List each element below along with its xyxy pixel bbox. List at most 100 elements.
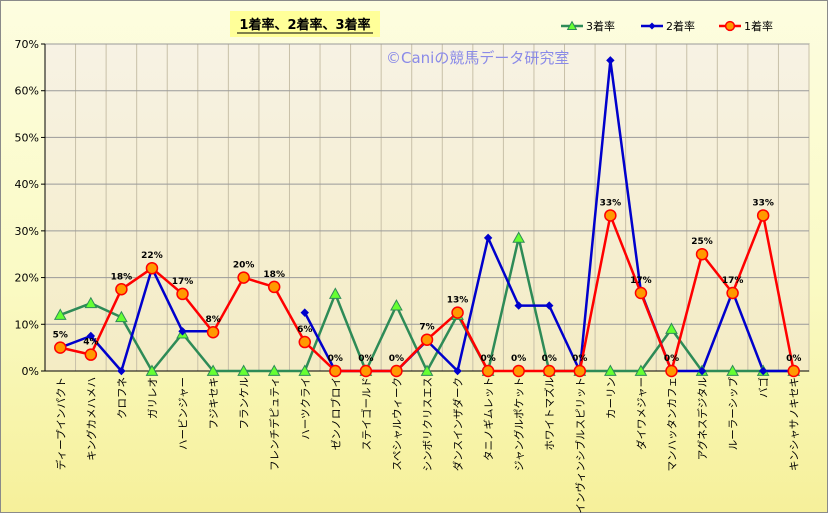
circle-marker bbox=[512, 364, 525, 378]
triangle-marker bbox=[726, 364, 739, 376]
circle-marker bbox=[573, 364, 587, 378]
x-category-label: ルーラーシップ bbox=[728, 377, 740, 451]
triangle-marker bbox=[665, 322, 678, 334]
data-label: 33% bbox=[752, 198, 774, 208]
data-label: 4% bbox=[83, 338, 98, 348]
triangle-marker bbox=[206, 364, 220, 376]
data-label: 5% bbox=[53, 331, 68, 341]
series-markers bbox=[53, 56, 801, 378]
x-category-label: ホワイトマズル bbox=[543, 377, 556, 451]
data-label: 0% bbox=[786, 354, 801, 364]
circle-marker bbox=[756, 209, 770, 222]
circle-marker bbox=[787, 364, 800, 378]
data-label: 18% bbox=[263, 270, 285, 280]
triangle-marker bbox=[512, 231, 526, 243]
circle-marker bbox=[481, 364, 495, 378]
circle-marker bbox=[298, 335, 312, 349]
x-category-label: キングカメハメハ bbox=[85, 377, 98, 461]
circle-marker bbox=[145, 261, 159, 275]
circle-marker bbox=[420, 333, 434, 346]
data-label: 0% bbox=[389, 354, 404, 364]
data-label: 6% bbox=[297, 325, 312, 335]
data-label: 7% bbox=[419, 323, 434, 333]
data-label: 20% bbox=[233, 261, 255, 271]
x-category-label: ハービンジャー bbox=[178, 377, 190, 450]
triangle-marker bbox=[328, 287, 342, 299]
circle-marker bbox=[451, 306, 464, 319]
data-label: 0% bbox=[664, 354, 679, 364]
data-label: 13% bbox=[447, 296, 469, 306]
triangle-marker bbox=[604, 364, 617, 376]
data-label: 22% bbox=[141, 251, 163, 261]
x-axis: ディープインパクト キングカメハメハ クロフネ ガリレオ ハービンジャー フジキセキ フラン… bbox=[45, 370, 809, 514]
data-label: 0% bbox=[572, 354, 587, 364]
circle-marker bbox=[267, 280, 281, 294]
x-category-label: カーリン bbox=[605, 377, 617, 419]
circle-marker bbox=[359, 364, 373, 378]
legend-label: 3着率 bbox=[586, 19, 615, 33]
y-tick-label: 40% bbox=[15, 178, 39, 191]
y-tick-label: 30% bbox=[15, 225, 39, 238]
x-category-label: マンハッタンカフェ bbox=[666, 377, 678, 472]
watermark-text: ©Caniの競馬データ研究室 bbox=[386, 49, 569, 67]
legend-label: 1着率 bbox=[744, 19, 773, 33]
circle-marker bbox=[695, 247, 709, 261]
diamond-marker bbox=[648, 22, 656, 30]
gridlines bbox=[44, 43, 810, 372]
x-category-label: シンボリクリスエス bbox=[422, 377, 434, 472]
circle-marker bbox=[206, 325, 220, 339]
diamond-marker bbox=[483, 233, 493, 243]
diamond-marker bbox=[758, 366, 768, 376]
diamond-marker bbox=[453, 366, 462, 376]
data-label: 33% bbox=[600, 198, 622, 208]
x-category-label: ハーツクライ bbox=[300, 377, 312, 440]
y-tick-label: 70% bbox=[15, 38, 39, 51]
x-category-label: フジキセキ bbox=[208, 377, 220, 430]
circle-marker bbox=[54, 341, 67, 354]
data-label: 0% bbox=[511, 354, 526, 364]
data-label: 0% bbox=[542, 354, 557, 364]
triangle-marker bbox=[53, 308, 67, 320]
x-category-label: ダイワメジャー bbox=[635, 377, 648, 450]
diamond-marker bbox=[300, 308, 309, 317]
x-category-label: ガリレオ bbox=[147, 377, 159, 419]
data-labels: 5% 4% 18% 22% 17% 8% 20% 18% 6% 0% 0% 0% 7% 13% 0% 0% 0%… bbox=[53, 198, 802, 364]
x-category-label: フランケル bbox=[239, 377, 251, 430]
diamond-marker bbox=[545, 301, 554, 310]
data-label: 18% bbox=[111, 272, 133, 282]
data-label: 0% bbox=[358, 354, 373, 364]
x-category-label: キンシャサノキセキ bbox=[789, 377, 801, 471]
triangle-marker bbox=[298, 364, 312, 376]
y-tick-label: 10% bbox=[15, 318, 39, 331]
diamond-marker bbox=[178, 327, 187, 336]
circle-marker bbox=[84, 348, 98, 361]
data-label: 0% bbox=[328, 354, 343, 364]
circle-marker bbox=[329, 364, 342, 378]
circle-marker bbox=[390, 364, 403, 378]
y-tick-label: 20% bbox=[15, 272, 39, 285]
diamond-marker bbox=[86, 331, 96, 341]
x-category-label: タニノギムレット bbox=[483, 377, 495, 461]
triangle-marker bbox=[84, 296, 98, 309]
data-label: 25% bbox=[691, 237, 713, 247]
diamond-marker bbox=[117, 366, 126, 376]
legend: 3着率 2着率 1着率 bbox=[561, 19, 773, 33]
circle-marker bbox=[724, 20, 736, 32]
triangle-marker bbox=[267, 364, 281, 376]
data-label: 0% bbox=[480, 354, 495, 364]
x-category-label: ゼンノロブロイ bbox=[329, 377, 342, 450]
legend-label: 2着率 bbox=[666, 19, 695, 33]
triangle-marker bbox=[145, 364, 159, 376]
circle-marker bbox=[665, 364, 678, 378]
diamond-marker bbox=[606, 56, 615, 65]
circle-marker bbox=[542, 364, 556, 378]
circle-marker bbox=[237, 271, 250, 284]
plot-background bbox=[44, 43, 810, 372]
plot-area bbox=[44, 43, 810, 372]
x-category-label: バゴ bbox=[757, 377, 770, 398]
triangle-marker bbox=[420, 364, 434, 376]
y-axis: 0% 10% 20% 30% 40% 50% 60% 70% bbox=[15, 38, 46, 378]
y-tick-label: 50% bbox=[15, 131, 39, 144]
